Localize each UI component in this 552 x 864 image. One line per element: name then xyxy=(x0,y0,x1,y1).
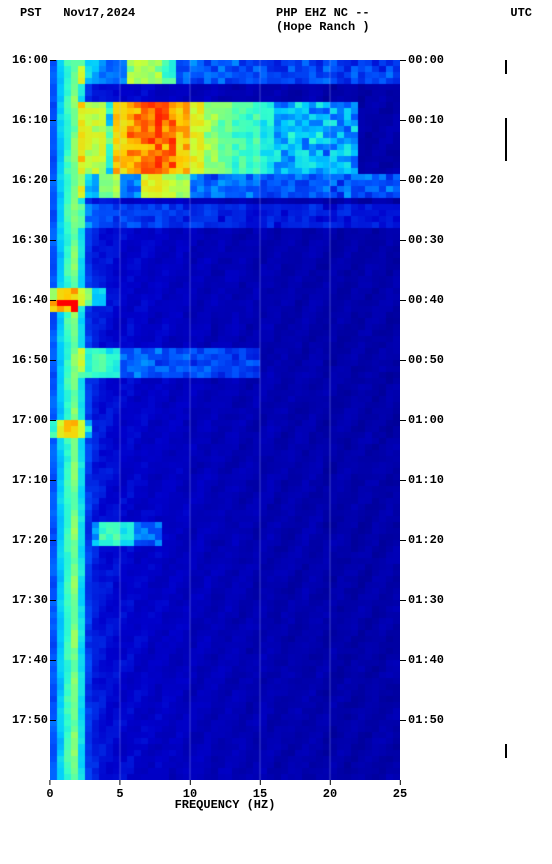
right-tz: UTC xyxy=(510,6,532,34)
x-tick: 5 xyxy=(116,780,123,801)
y-left-tick: 17:40 xyxy=(12,653,48,667)
x-axis: FREQUENCY (HZ) 0510152025 xyxy=(50,780,400,810)
station-line1: PHP EHZ NC -- xyxy=(276,6,370,20)
y-left-tick: 16:10 xyxy=(12,113,48,127)
spectrogram-plot xyxy=(50,60,400,780)
x-tick: 10 xyxy=(183,780,197,801)
y-left-tick: 17:00 xyxy=(12,413,48,427)
y-left-tick: 16:50 xyxy=(12,353,48,367)
y-left-tick: 17:50 xyxy=(12,713,48,727)
y-right-tick: 00:10 xyxy=(408,113,444,127)
left-tz: PST xyxy=(20,6,42,20)
x-tick: 25 xyxy=(393,780,407,801)
y-right-tick: 01:00 xyxy=(408,413,444,427)
y-right-tick: 01:30 xyxy=(408,593,444,607)
x-tick: 20 xyxy=(323,780,337,801)
y-left-tick: 17:20 xyxy=(12,533,48,547)
y-right-tick: 01:20 xyxy=(408,533,444,547)
y-right-tick: 01:10 xyxy=(408,473,444,487)
y-right-tick: 00:20 xyxy=(408,173,444,187)
y-left-tick: 17:30 xyxy=(12,593,48,607)
header-left: PST Nov17,2024 xyxy=(20,6,135,34)
y-left-tick: 16:40 xyxy=(12,293,48,307)
station-line2: (Hope Ranch ) xyxy=(276,20,370,34)
header: PST Nov17,2024 PHP EHZ NC -- (Hope Ranch… xyxy=(0,6,552,34)
y-right-tick: 01:40 xyxy=(408,653,444,667)
y-left-tick: 16:20 xyxy=(12,173,48,187)
header-date: Nov17,2024 xyxy=(63,6,135,20)
y-right-tick: 00:50 xyxy=(408,353,444,367)
y-axis-right: 00:0000:1000:2000:3000:4000:5001:0001:10… xyxy=(400,60,460,780)
y-right-tick: 00:30 xyxy=(408,233,444,247)
y-left-tick: 17:10 xyxy=(12,473,48,487)
y-axis-left: 16:0016:1016:2016:3016:4016:5017:0017:10… xyxy=(0,60,50,780)
header-center: PHP EHZ NC -- (Hope Ranch ) xyxy=(276,6,370,34)
x-tick: 0 xyxy=(46,780,53,801)
y-left-tick: 16:00 xyxy=(12,53,48,67)
y-right-tick: 00:40 xyxy=(408,293,444,307)
y-right-tick: 01:50 xyxy=(408,713,444,727)
y-left-tick: 16:30 xyxy=(12,233,48,247)
side-trace xyxy=(505,60,509,780)
spectrogram-canvas xyxy=(50,60,400,780)
x-axis-label: FREQUENCY (HZ) xyxy=(50,798,400,812)
x-tick: 15 xyxy=(253,780,267,801)
y-right-tick: 00:00 xyxy=(408,53,444,67)
